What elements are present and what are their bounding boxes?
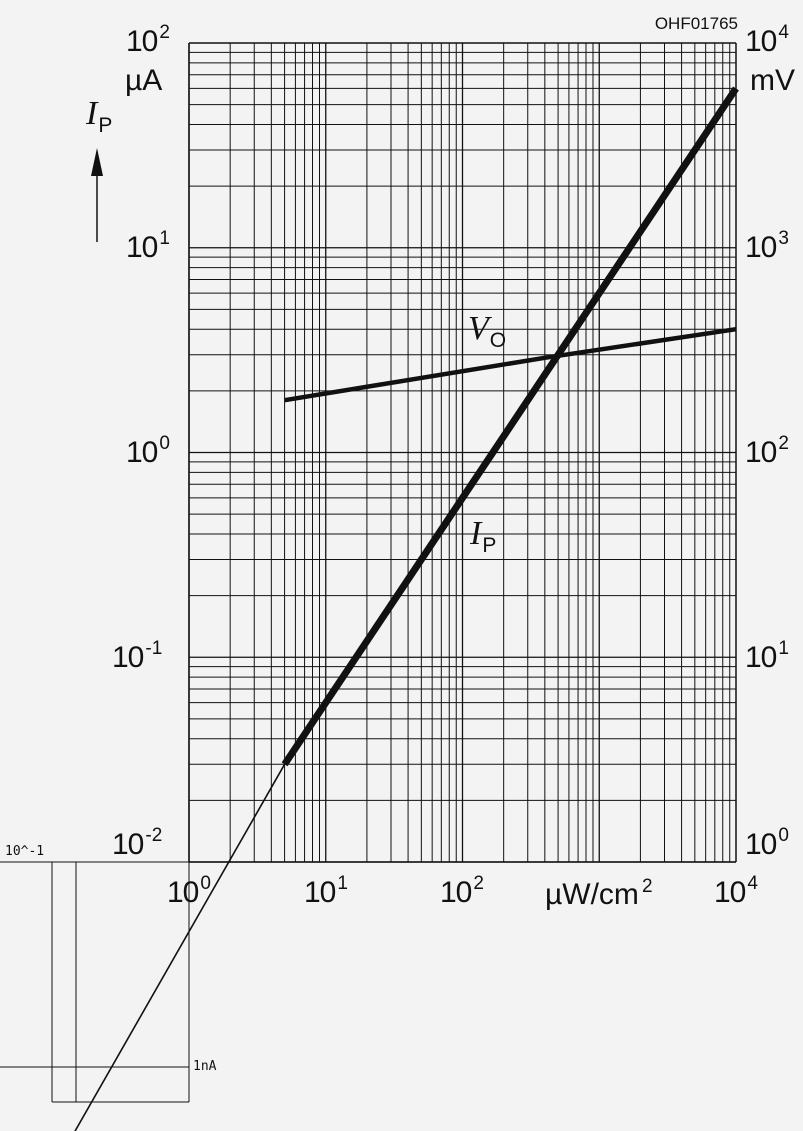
figure-code: OHF01765	[654, 14, 738, 33]
y-right-tick-label: 10 0	[745, 825, 789, 861]
series-label-vo: VO	[468, 310, 507, 352]
y-axis-right-unit: mV	[750, 64, 795, 97]
y-axis-left-symbol: IP	[86, 95, 112, 137]
extension-box-y-label: 1nA	[193, 1059, 217, 1074]
x-tick-label: 10 1	[304, 873, 348, 909]
x-tick-label: 10 2	[440, 873, 484, 909]
y-left-tick-label: 10 0	[126, 433, 170, 469]
y-left-tick-label: 10 1	[126, 228, 170, 264]
y-left-tick-label: 10 2	[126, 22, 170, 58]
series-label-ip: IP	[470, 515, 497, 557]
extension-box-x-label: 10^-1	[5, 844, 45, 859]
y-axis-left-unit: µA	[125, 64, 163, 97]
x-tick-label: 10 4	[714, 873, 758, 909]
y-left-tick-label: 10 -2	[112, 825, 163, 861]
y-left-tick-label: 10 -1	[112, 638, 163, 674]
extension-box	[0, 861, 190, 1103]
y-right-tick-label: 10 1	[745, 638, 789, 674]
series-ip-line	[281, 86, 739, 767]
chart-grid	[188, 43, 736, 863]
y-right-tick-label: 10 3	[745, 228, 789, 264]
y-axis-arrow-icon	[91, 148, 103, 242]
y-axis-arrow-head	[91, 148, 103, 176]
y-right-tick-label: 10 4	[745, 22, 789, 58]
series-ip-extension-line	[74, 763, 286, 1131]
y-right-tick-label: 10 2	[745, 433, 789, 469]
chart-frame	[188, 42, 737, 863]
x-tick-label: 10 0	[167, 873, 211, 909]
y-axis-left-symbol-sub: P	[98, 114, 113, 137]
series-vo-line	[284, 326, 737, 403]
x-axis-unit: µW/cm 2	[545, 876, 653, 911]
y-axis-left-symbol-main: I	[86, 95, 98, 132]
series-layer	[74, 86, 739, 1131]
